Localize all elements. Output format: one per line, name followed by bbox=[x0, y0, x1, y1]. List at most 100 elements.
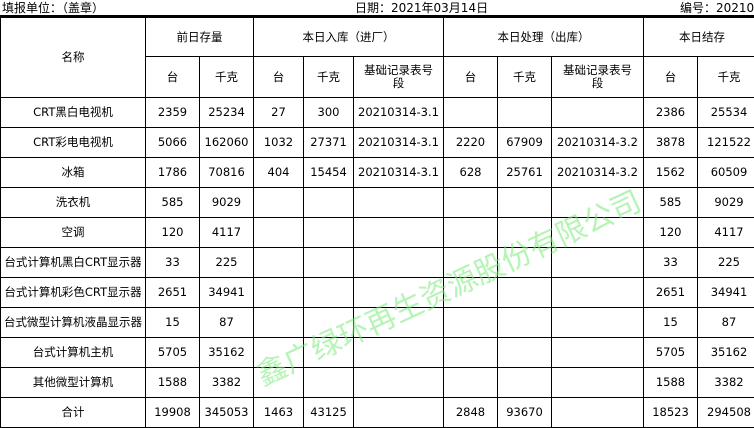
cell: 67909 bbox=[498, 128, 552, 158]
cell bbox=[552, 248, 644, 278]
cell: 1562 bbox=[644, 158, 698, 188]
cell: 27371 bbox=[304, 128, 354, 158]
cell bbox=[552, 368, 644, 398]
inventory-table: 名称 前日存量 本日入库（进厂） 本日处理（出库） 本日结存 台千克台千克基础记… bbox=[0, 17, 754, 428]
cell: 1463 bbox=[254, 398, 304, 428]
col-in-header: 本日入库（进厂） bbox=[254, 18, 444, 57]
cell bbox=[304, 338, 354, 368]
cell bbox=[498, 368, 552, 398]
cell: 120 bbox=[644, 218, 698, 248]
cell bbox=[498, 98, 552, 128]
subheader-kg: 千克 bbox=[698, 57, 754, 98]
cell: 585 bbox=[644, 188, 698, 218]
cell bbox=[304, 248, 354, 278]
cell: 5066 bbox=[146, 128, 200, 158]
cell: 120 bbox=[146, 218, 200, 248]
col-name-header: 名称 bbox=[1, 18, 146, 98]
cell bbox=[304, 368, 354, 398]
cell bbox=[354, 278, 444, 308]
cell bbox=[498, 338, 552, 368]
cell bbox=[552, 278, 644, 308]
cell: 404 bbox=[254, 158, 304, 188]
cell: 20210314-3.2 bbox=[552, 158, 644, 188]
cell: 25534 bbox=[698, 98, 754, 128]
cell bbox=[304, 218, 354, 248]
cell bbox=[304, 278, 354, 308]
cell bbox=[354, 338, 444, 368]
cell: 20210314-3.2 bbox=[552, 128, 644, 158]
date-label: 日期：2021年03月14日 bbox=[355, 0, 488, 16]
cell bbox=[254, 188, 304, 218]
cell: 4117 bbox=[200, 218, 254, 248]
cell bbox=[444, 308, 498, 338]
cell: 2220 bbox=[444, 128, 498, 158]
col-prev-header: 前日存量 bbox=[146, 18, 254, 57]
subheader-unit: 台 bbox=[444, 57, 498, 98]
cell: 18523 bbox=[644, 398, 698, 428]
cell bbox=[254, 368, 304, 398]
item-name: 台式微型计算机液晶显示器 bbox=[1, 308, 146, 338]
cell bbox=[354, 218, 444, 248]
cell: 1032 bbox=[254, 128, 304, 158]
cell: 34941 bbox=[698, 278, 754, 308]
subheader-record: 基础记录表号段 bbox=[552, 57, 644, 98]
cell bbox=[444, 188, 498, 218]
cell bbox=[552, 308, 644, 338]
subheader-unit: 台 bbox=[146, 57, 200, 98]
cell bbox=[444, 98, 498, 128]
subheader-record: 基础记录表号段 bbox=[354, 57, 444, 98]
cell bbox=[498, 248, 552, 278]
cell: 35162 bbox=[698, 338, 754, 368]
cell: 121522 bbox=[698, 128, 754, 158]
cell: 25234 bbox=[200, 98, 254, 128]
cell bbox=[444, 278, 498, 308]
cell: 19908 bbox=[146, 398, 200, 428]
cell bbox=[498, 218, 552, 248]
subheader-kg: 千克 bbox=[200, 57, 254, 98]
cell: 33 bbox=[146, 248, 200, 278]
cell: 87 bbox=[698, 308, 754, 338]
cell: 35162 bbox=[200, 338, 254, 368]
cell bbox=[552, 338, 644, 368]
item-name: 合计 bbox=[1, 398, 146, 428]
cell bbox=[552, 398, 644, 428]
item-name: 洗衣机 bbox=[1, 188, 146, 218]
cell: 225 bbox=[698, 248, 754, 278]
cell: 9029 bbox=[200, 188, 254, 218]
cell: 15454 bbox=[304, 158, 354, 188]
subheader-unit: 台 bbox=[254, 57, 304, 98]
cell bbox=[498, 308, 552, 338]
cell: 162060 bbox=[200, 128, 254, 158]
item-name: 冰箱 bbox=[1, 158, 146, 188]
cell: 70816 bbox=[200, 158, 254, 188]
cell: 93670 bbox=[498, 398, 552, 428]
cell: 1786 bbox=[146, 158, 200, 188]
cell: 2651 bbox=[146, 278, 200, 308]
cell: 34941 bbox=[200, 278, 254, 308]
cell bbox=[552, 188, 644, 218]
cell: 4117 bbox=[698, 218, 754, 248]
cell bbox=[354, 398, 444, 428]
cell bbox=[304, 308, 354, 338]
cell: 2651 bbox=[644, 278, 698, 308]
cell: 1588 bbox=[644, 368, 698, 398]
cell: 3382 bbox=[200, 368, 254, 398]
cell: 3382 bbox=[698, 368, 754, 398]
cell bbox=[304, 188, 354, 218]
number-label: 编号：202103 bbox=[680, 0, 754, 16]
item-name: CRT彩电电视机 bbox=[1, 128, 146, 158]
cell bbox=[254, 308, 304, 338]
report-header: 填报单位：（盖章） 日期：2021年03月14日 编号：202103 bbox=[0, 0, 754, 17]
cell bbox=[498, 278, 552, 308]
cell bbox=[254, 278, 304, 308]
cell bbox=[498, 188, 552, 218]
